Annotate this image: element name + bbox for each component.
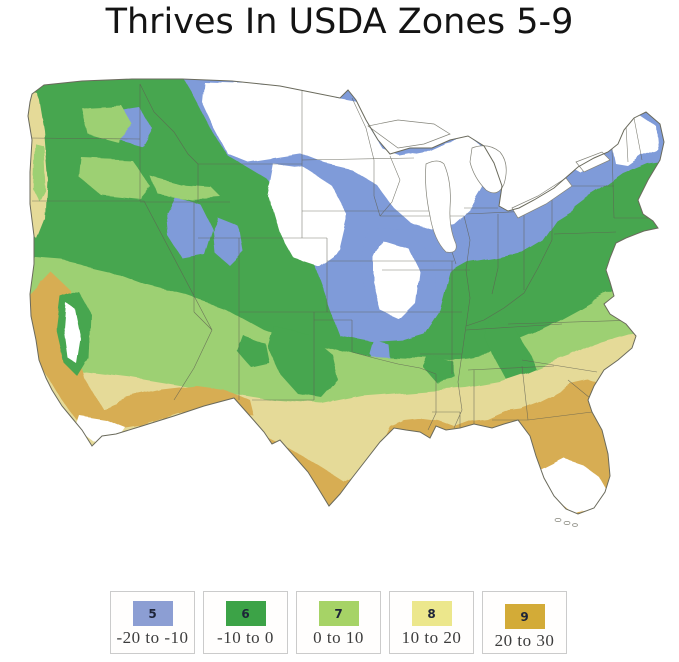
lake-michigan xyxy=(425,160,457,253)
legend-item-zone-8: 8 10 to 20 xyxy=(389,591,474,654)
florida-keys xyxy=(554,518,578,527)
zone-5-range: -20 to -10 xyxy=(116,628,189,647)
zone-5-swatch: 5 xyxy=(132,601,173,626)
great-lakes xyxy=(367,119,611,253)
us-map-canvas xyxy=(27,78,665,527)
lake-superior xyxy=(367,119,451,149)
zone-7-range: 0 to 10 xyxy=(313,628,364,647)
page-title: Thrives In USDA Zones 5-9 xyxy=(105,2,574,42)
legend-item-zone-7: 7 0 to 10 xyxy=(296,591,381,654)
legend-item-zone-5: 5 -20 to -10 xyxy=(110,591,195,654)
lake-erie xyxy=(511,177,573,219)
lake-ontario xyxy=(575,151,611,173)
usda-zone-map xyxy=(22,68,667,583)
zone-6-range: -10 to 0 xyxy=(217,628,274,647)
zone-9-range: 20 to 30 xyxy=(494,631,555,650)
zone-8-range: 10 to 20 xyxy=(401,628,462,647)
zone-9-swatch: 9 xyxy=(504,604,545,629)
zone-bands xyxy=(28,79,664,514)
zone-6-swatch: 6 xyxy=(225,601,266,626)
legend-item-zone-6: 6 -10 to 0 xyxy=(203,591,288,654)
legend-item-zone-9: 9 20 to 30 xyxy=(482,591,567,654)
state-borders xyxy=(29,82,648,432)
us-outline xyxy=(27,78,665,515)
zone-7-swatch: 7 xyxy=(318,601,359,626)
zone-legend: 5 -20 to -10 6 -10 to 0 7 0 to 10 8 10 t… xyxy=(110,591,567,654)
lake-huron xyxy=(469,145,507,194)
zone-8-swatch: 8 xyxy=(411,601,452,626)
